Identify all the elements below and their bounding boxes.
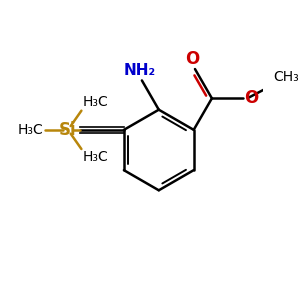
Text: H₃C: H₃C xyxy=(83,150,109,164)
Text: NH₂: NH₂ xyxy=(123,63,155,78)
Text: Si: Si xyxy=(59,121,77,139)
Text: O: O xyxy=(185,50,200,68)
Text: H₃C: H₃C xyxy=(17,123,43,137)
Text: O: O xyxy=(244,89,259,107)
Text: H₃C: H₃C xyxy=(83,95,109,110)
Text: CH₃: CH₃ xyxy=(273,70,299,84)
